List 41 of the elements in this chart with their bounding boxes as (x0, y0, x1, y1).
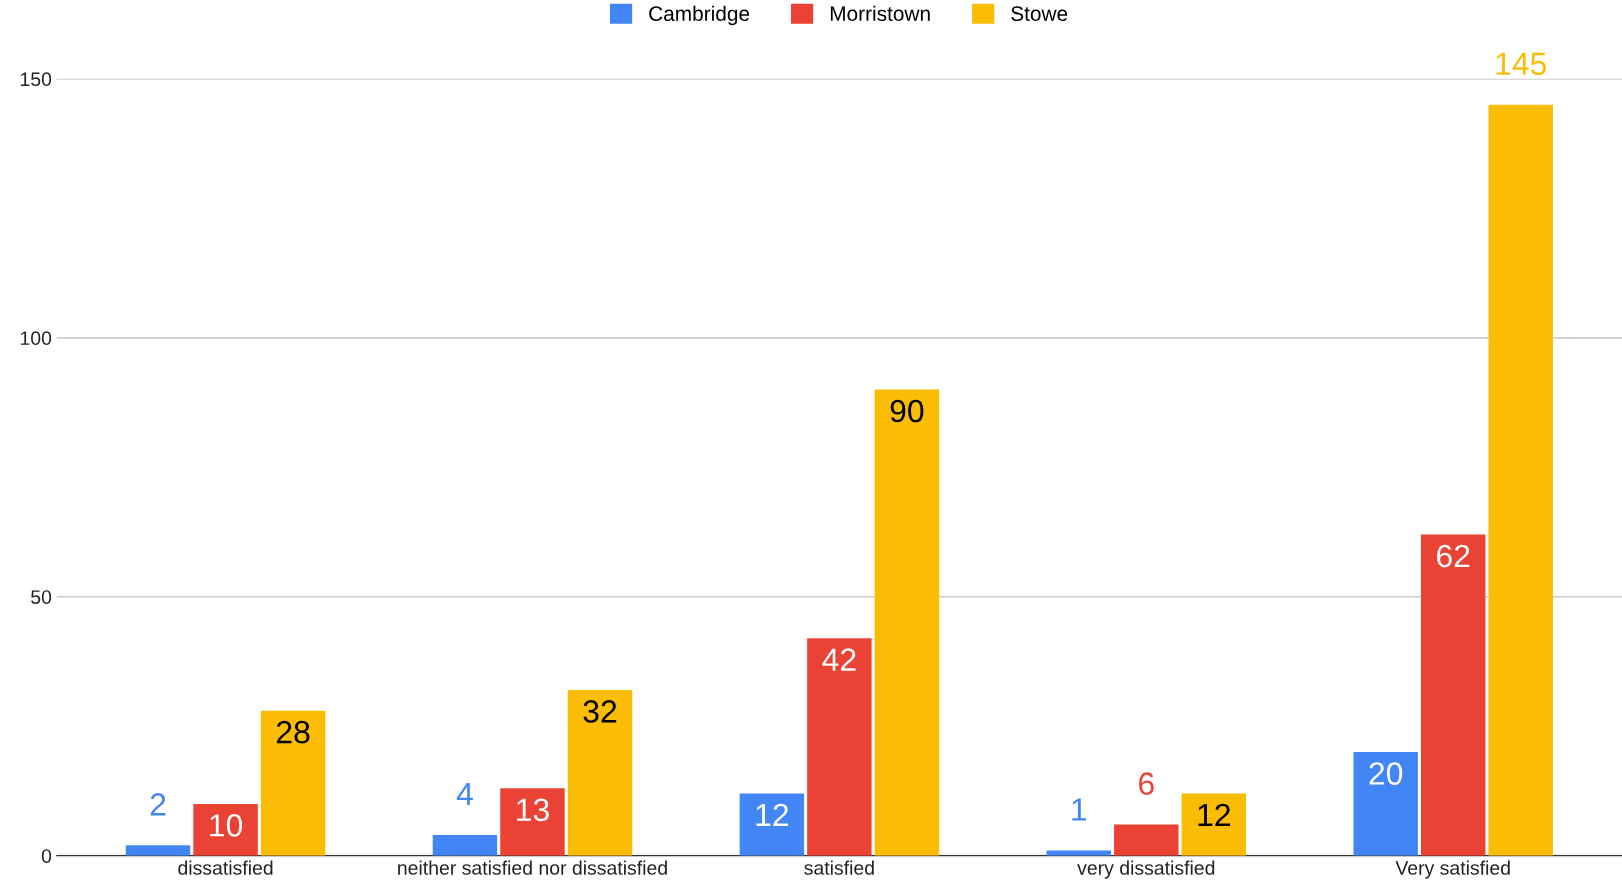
bar (739, 793, 805, 856)
data-label: 28 (276, 720, 310, 744)
bar (874, 389, 940, 856)
y-tick-label: 0 (41, 849, 52, 863)
data-label: 62 (1437, 544, 1470, 568)
y-tick-label: 50 (31, 590, 52, 604)
bar (1114, 824, 1179, 856)
data-label: 12 (1198, 803, 1230, 827)
bar (567, 689, 633, 856)
data-label: 32 (583, 700, 617, 723)
x-tick-label: Very satisfied (1395, 860, 1510, 879)
data-label: 42 (822, 648, 856, 671)
data-label: 13 (517, 798, 549, 822)
legend-label: Morristown (830, 5, 930, 22)
data-label: 4 (456, 783, 473, 806)
data-label: 12 (756, 803, 789, 827)
bar (193, 803, 258, 856)
x-tick-label: very dissatisfied (1077, 860, 1215, 879)
data-label: 145 (1496, 52, 1547, 76)
data-label: 10 (210, 814, 243, 837)
legend-label: Stowe (1011, 6, 1068, 22)
bar (432, 834, 498, 856)
legend-label: Cambridge (649, 5, 750, 26)
y-tick-label: 100 (20, 331, 52, 346)
data-label: 1 (1072, 798, 1087, 821)
bar (807, 638, 872, 856)
bar (1181, 793, 1247, 856)
bar (500, 788, 565, 856)
data-label: 90 (890, 399, 924, 423)
data-label: 20 (1369, 762, 1403, 785)
bar (260, 710, 326, 856)
y-tick-label: 150 (20, 72, 52, 87)
data-label: 6 (1139, 772, 1154, 795)
bar (1353, 752, 1418, 856)
x-tick-label: satisfied (804, 860, 874, 875)
data-label: 2 (150, 793, 166, 816)
bar (1488, 104, 1553, 856)
bar (1420, 534, 1486, 856)
bar (125, 845, 191, 856)
x-tick-label: neither satisfied nor dissatisfied (398, 860, 667, 875)
x-tick-label: dissatisfied (178, 860, 273, 875)
